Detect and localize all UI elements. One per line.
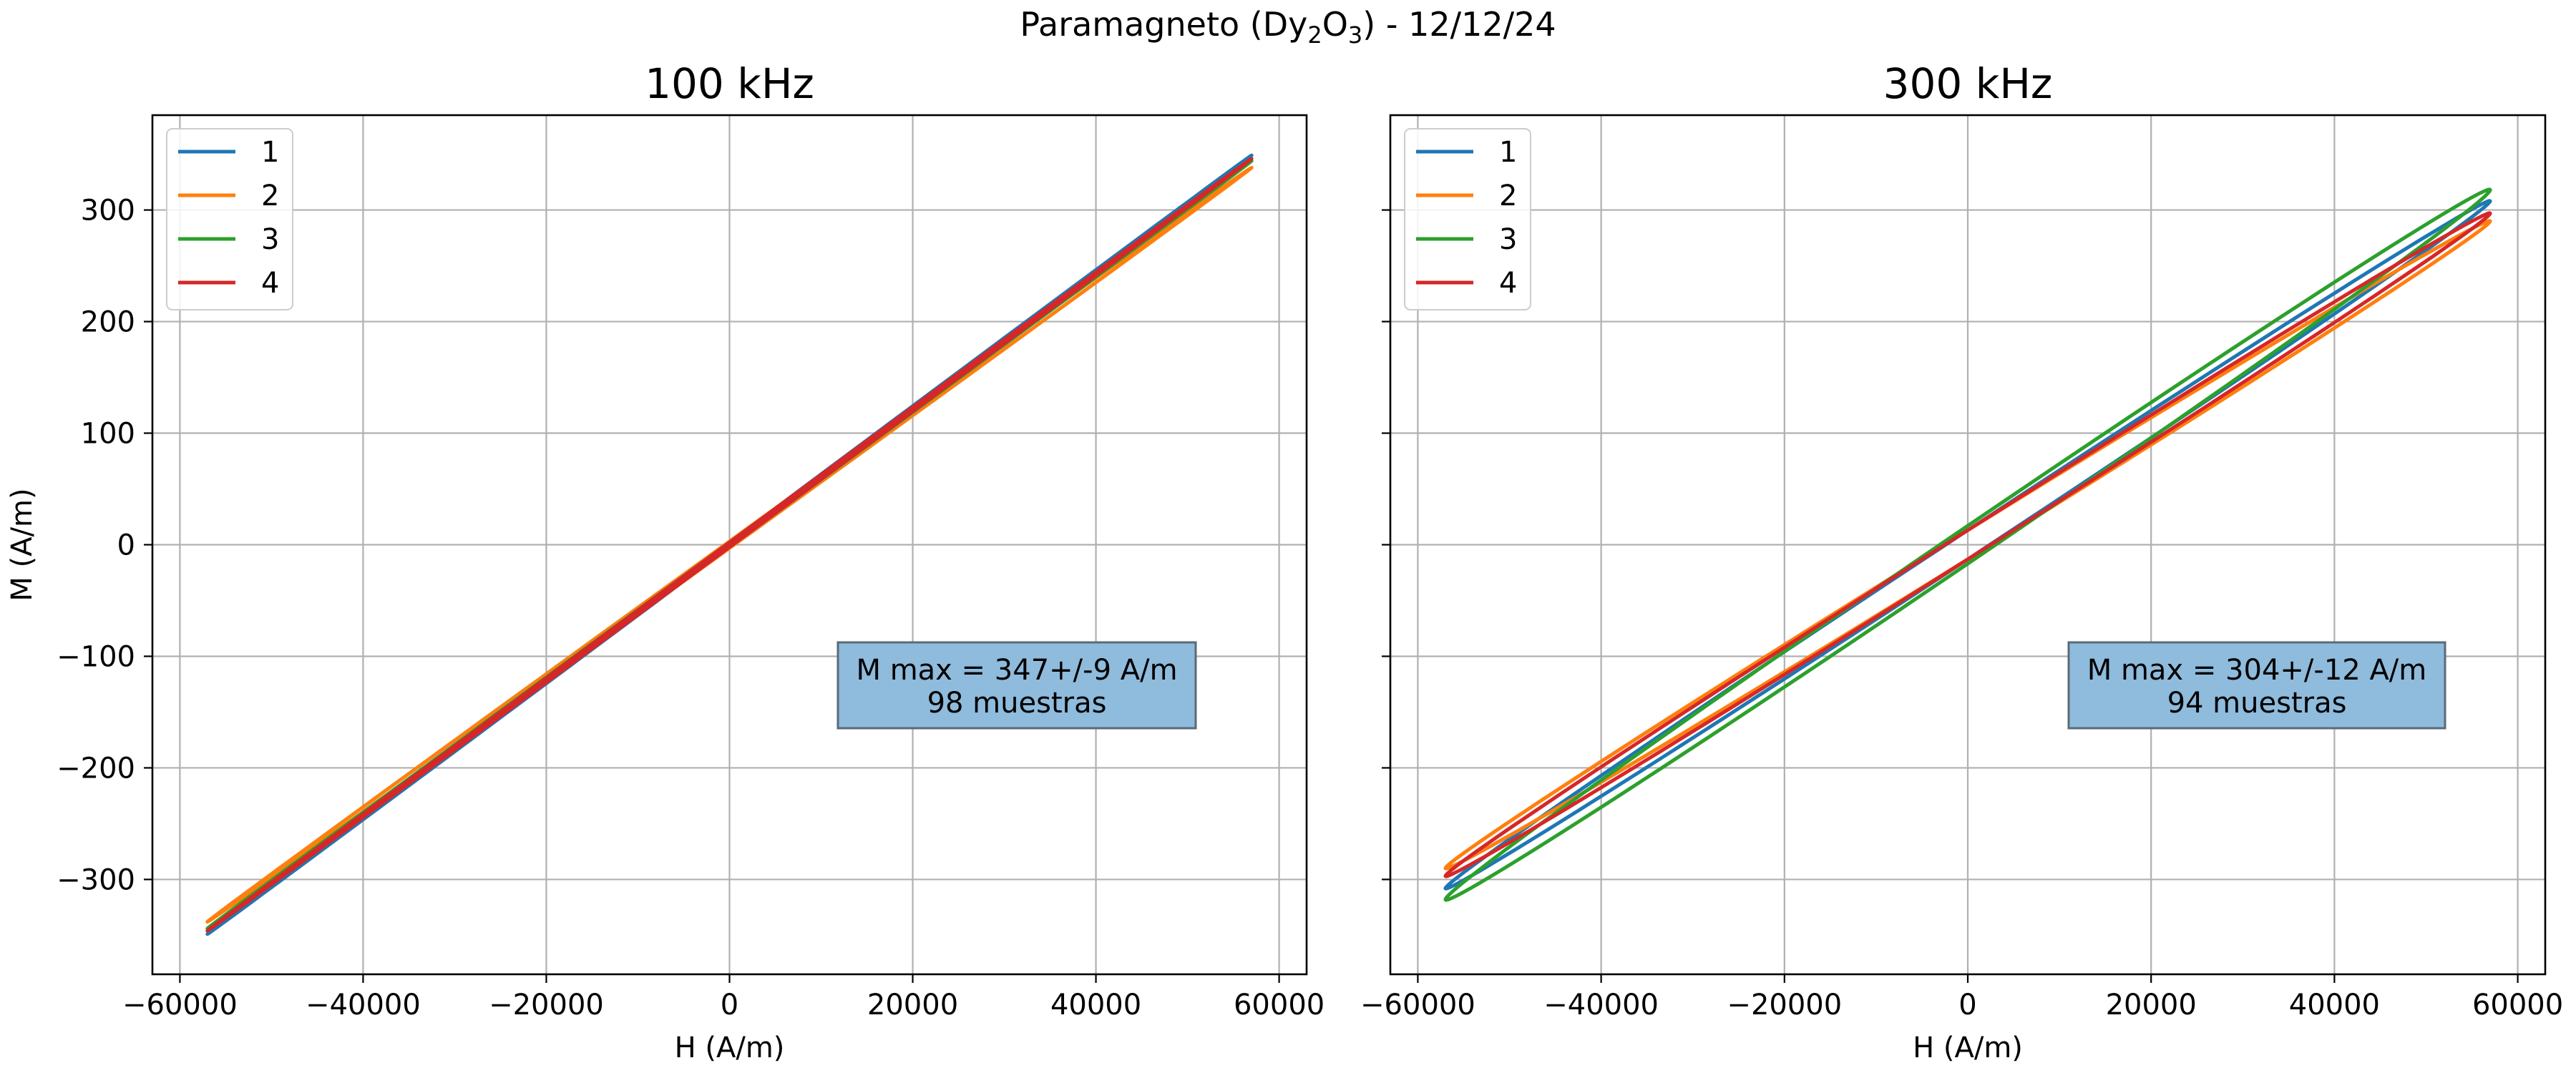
x-tick-label: −40000 — [306, 989, 421, 1021]
x-tick-label: 60000 — [1234, 989, 1324, 1021]
legend-label-4: 4 — [261, 267, 279, 300]
x-tick-label: −60000 — [122, 989, 238, 1021]
annotation-box: M max = 304+/-12 A/m94 muestras — [2067, 641, 2446, 730]
x-tick-label: 60000 — [2472, 989, 2563, 1021]
annotation-line-1: M max = 347+/-9 A/m — [856, 654, 1177, 687]
y-tick-label: 0 — [117, 529, 135, 562]
panel-title: 100 kHz — [645, 59, 814, 108]
legend-label-1: 1 — [1499, 136, 1517, 169]
x-axis-label: H (A/m) — [675, 1032, 785, 1064]
y-tick-label: 300 — [81, 195, 135, 227]
series-line-4 — [1443, 211, 2492, 878]
annotation-line-1: M max = 304+/-12 A/m — [2087, 654, 2427, 687]
y-tick-label: −100 — [57, 640, 135, 673]
series-line-2 — [1443, 219, 2492, 871]
legend: 1 2 3 4 — [1404, 128, 1531, 310]
annotation-background — [836, 641, 1197, 730]
series-line-3 — [1443, 187, 2492, 902]
legend: 1 2 3 4 — [166, 128, 293, 310]
legend-label-3: 3 — [1499, 223, 1517, 256]
x-tick-label: −20000 — [1727, 989, 1842, 1021]
y-tick-label: −200 — [57, 752, 135, 785]
x-tick-label: 40000 — [1050, 989, 1141, 1021]
x-axis-label: H (A/m) — [1913, 1032, 2023, 1064]
legend-label-3: 3 — [261, 223, 279, 256]
series-group — [1443, 187, 2492, 902]
y-axis-label: M (A/m) — [6, 488, 39, 601]
panel-title: 300 kHz — [1883, 59, 2053, 108]
panel-300khz: −60000 −40000 −20000 0 20000 40000 60000 300 kH… — [1360, 59, 2563, 1064]
series-line-4 — [205, 157, 1254, 933]
annotation-line-2: 94 muestras — [2167, 687, 2347, 720]
legend-box — [166, 128, 293, 310]
legend-box — [1404, 128, 1531, 310]
legend-label-4: 4 — [1499, 267, 1517, 300]
x-tick-label: 0 — [721, 989, 738, 1021]
annotation-background — [2067, 641, 2446, 730]
figure-title: Paramagneto (Dy2O3) - 12/12/24 — [1020, 5, 1556, 49]
x-tick-label: −60000 — [1360, 989, 1475, 1021]
x-tick-label: 0 — [1958, 989, 1976, 1021]
y-tick-label: 100 — [81, 418, 135, 451]
x-tick-label: 40000 — [2289, 989, 2380, 1021]
x-tick-label: −40000 — [1543, 989, 1659, 1021]
legend-label-2: 2 — [1499, 180, 1517, 212]
panel-100khz: −60000 −40000 −20000 0 20000 40000 60000 −300 −2… — [6, 59, 1324, 1064]
y-tick-label: −300 — [57, 863, 135, 896]
x-tick-label: 20000 — [2106, 989, 2197, 1021]
series-group — [205, 153, 1254, 936]
x-tick-label: −20000 — [489, 989, 604, 1021]
y-tick-label: 200 — [81, 306, 135, 339]
annotation-box: M max = 347+/-9 A/m98 muestras — [836, 641, 1197, 730]
x-tick-label: 20000 — [867, 989, 958, 1021]
legend-label-1: 1 — [261, 136, 279, 169]
annotation-line-2: 98 muestras — [927, 687, 1107, 720]
legend-label-2: 2 — [261, 180, 279, 212]
